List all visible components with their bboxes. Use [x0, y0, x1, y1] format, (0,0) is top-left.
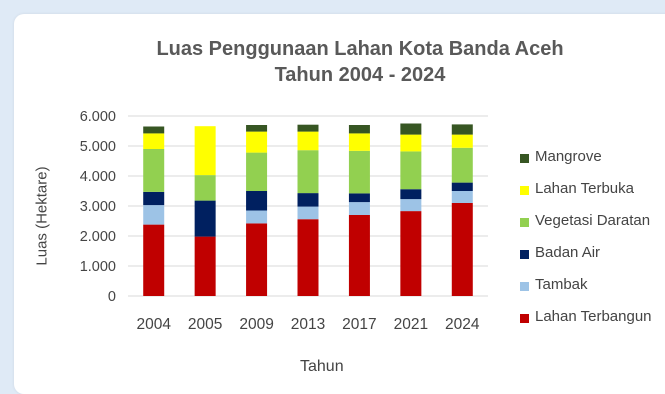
bar-segment — [400, 123, 422, 135]
x-tick-label: 2004 — [136, 316, 171, 333]
stacked-bar-chart: 0 1.000 2.000 3.000 4.000 5.000 6.000 2004 2005… — [80, 109, 488, 333]
legend-label: Tambak — [535, 276, 588, 293]
bar-segment — [143, 205, 165, 225]
bar-segment — [194, 200, 216, 237]
bar-segment — [451, 191, 473, 203]
bar-segment — [400, 211, 422, 296]
bar-segment — [194, 175, 216, 201]
chart-title: Luas Penggunaan Lahan Kota Banda Aceh — [156, 38, 564, 60]
x-tick-label: 2017 — [342, 316, 376, 333]
legend-swatch — [520, 314, 529, 323]
bar-segment — [143, 149, 165, 192]
bar-segment — [348, 193, 370, 203]
bar-segment — [348, 133, 370, 151]
y-tick-label: 1.000 — [80, 259, 116, 275]
bar-segment — [348, 125, 370, 134]
legend-label: Badan Air — [535, 244, 601, 261]
bar-segment — [143, 191, 165, 206]
y-tick-label: 2.000 — [80, 229, 116, 245]
bar-segment — [194, 126, 216, 176]
legend-item-lahan-terbuka: Lahan Terbuka — [520, 180, 665, 212]
legend-swatch — [520, 218, 529, 227]
legend-item-tambak: Tambak — [520, 276, 665, 308]
bars — [143, 123, 473, 296]
legend-item-badan-air: Badan Air — [520, 244, 665, 276]
y-tick-label: 5.000 — [80, 139, 116, 155]
bar-segment — [297, 131, 319, 151]
legend-swatch — [520, 282, 529, 291]
bar-segment — [297, 150, 319, 194]
x-axis-label: Tahun — [300, 358, 344, 375]
bar-segment — [451, 182, 473, 191]
bar-segment — [348, 150, 370, 194]
y-tick-labels: 0 1.000 2.000 3.000 4.000 5.000 6.000 — [80, 109, 116, 305]
bar-segment — [400, 134, 422, 152]
bar-segment — [246, 152, 268, 191]
bar-segment — [297, 124, 319, 132]
bar-segment — [297, 193, 319, 207]
bar-segment — [451, 147, 473, 183]
legend-label: Lahan Terbuka — [535, 180, 634, 197]
bar-segment — [297, 206, 319, 220]
y-tick-label: 3.000 — [80, 199, 116, 215]
x-tick-label: 2013 — [291, 316, 325, 333]
chart-card — [14, 14, 665, 394]
y-tick-label: 4.000 — [80, 169, 116, 185]
bar-segment — [194, 236, 216, 296]
bar-segment — [348, 215, 370, 296]
legend-label: Lahan Terbangun — [535, 308, 652, 325]
legend-label: Vegetasi Daratan — [535, 212, 651, 229]
y-tick-label: 0 — [108, 289, 116, 305]
legend-item-lahan-terbangun: Lahan Terbangun — [520, 308, 665, 340]
bar-segment — [246, 125, 268, 132]
chart-subtitle: Tahun 2004 - 2024 — [274, 64, 446, 86]
legend-swatch — [520, 154, 529, 163]
x-tick-label: 2009 — [239, 316, 273, 333]
legend-swatch — [520, 186, 529, 195]
legend-item-vegetasi-daratan: Vegetasi Daratan — [520, 212, 665, 244]
legend-swatch — [520, 250, 529, 259]
bar-segment — [400, 199, 422, 212]
bar-segment — [400, 189, 422, 200]
bar-segment — [246, 131, 268, 153]
bar-segment — [451, 124, 473, 135]
bar-segment — [246, 223, 268, 296]
legend-label: Mangrove — [535, 148, 602, 165]
y-axis-label: Luas (Hektare) — [33, 166, 51, 266]
bar-segment — [143, 133, 165, 149]
bar-segment — [143, 224, 165, 296]
bar-segment — [246, 191, 268, 211]
x-tick-label: 2005 — [188, 316, 222, 333]
bar-segment — [451, 134, 473, 148]
bar-segment — [348, 202, 370, 215]
bar-segment — [143, 126, 165, 134]
x-tick-label: 2024 — [445, 316, 480, 333]
legend: Mangrove Lahan Terbuka Vegetasi Daratan … — [520, 148, 665, 340]
bar-segment — [400, 151, 422, 190]
bar-segment — [297, 219, 319, 296]
bar-segment — [451, 203, 473, 296]
legend-item-mangrove: Mangrove — [520, 148, 665, 180]
x-tick-label: 2021 — [394, 316, 428, 333]
y-tick-label: 6.000 — [80, 109, 116, 125]
bar-segment — [246, 210, 268, 224]
x-tick-labels: 2004 2005 2009 2013 2017 2021 2024 — [136, 316, 479, 333]
